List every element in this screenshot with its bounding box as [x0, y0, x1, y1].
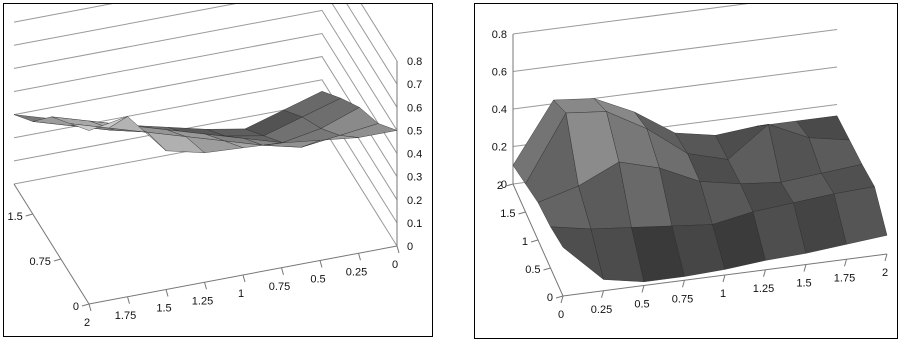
z-tick-label: 0.8: [492, 29, 507, 41]
y-tick: [555, 295, 564, 299]
x-tick: [844, 259, 847, 267]
gridline: [13, 4, 398, 108]
x-tick-label: 1.5: [156, 303, 171, 315]
x-tick: [722, 274, 726, 283]
y-tick-label: 1.5: [500, 208, 515, 220]
x-tick: [165, 289, 169, 297]
y-tick-label: 0: [73, 301, 79, 313]
y-tick-label: 1.5: [7, 211, 22, 223]
x-tick-label: 1.75: [115, 310, 136, 322]
y-tick: [53, 258, 62, 262]
x-tick-label: 0: [558, 309, 564, 321]
surface-facet: [70, 116, 128, 131]
x-tick: [682, 280, 685, 288]
z-tick-label: 0.7: [407, 79, 422, 91]
x-tick: [319, 260, 323, 268]
gridline: [13, 32, 398, 154]
x-tick: [601, 290, 604, 298]
x-tick: [396, 245, 400, 254]
y-tick: [25, 213, 33, 217]
y-tick-label: 0: [547, 292, 553, 304]
z-tick-label: 0.2: [492, 142, 507, 154]
z-tick-label: 0.4: [492, 104, 507, 116]
y-axis-line: [13, 183, 90, 305]
gridline: [360, 4, 398, 62]
z-tick-label: 0.6: [407, 102, 422, 114]
left-surface-plot: 0 0.1 0.2 0.3 0.4 0.5 0.6 0.7 0.8 2 1.75 1.5 1.25 1 0.…: [7, 4, 422, 329]
gridline: [13, 9, 398, 131]
y-tick: [505, 183, 514, 187]
surface-facet: [833, 186, 888, 245]
x-tick: [88, 303, 92, 312]
x-tick: [127, 296, 130, 304]
x-tick-label: 1: [238, 288, 244, 300]
x-tick: [641, 285, 645, 293]
x-tick: [884, 253, 888, 262]
y-tick: [543, 267, 551, 271]
z-tick-label: 0: [407, 241, 413, 253]
x-tick-label: 1.25: [753, 283, 774, 295]
gridline: [13, 4, 398, 85]
x-tick-label: 0: [392, 259, 398, 271]
x-tick-label: 0.75: [672, 293, 693, 305]
y-tick: [530, 239, 539, 243]
z-tick-label: 0.6: [492, 67, 507, 79]
y-tick-label: 2: [497, 180, 503, 192]
y-tick-label: 1: [522, 236, 528, 248]
x-tick-label: 0.25: [346, 266, 367, 278]
x-tick-label: 1.5: [796, 278, 811, 290]
x-tick: [560, 295, 564, 304]
right-surface-chart: 0 0.2 0.4 0.6 0.8 0 0.25 0.5 0.75 1 1.25 1.5 1.75 2 0 0…: [474, 3, 898, 339]
x-tick: [242, 274, 246, 283]
y-tick: [518, 211, 526, 215]
gridline: [512, 4, 749, 35]
z-tick-label: 0.4: [407, 149, 422, 161]
z-tick-label: 0.1: [407, 218, 422, 230]
x-tick-label: 0.75: [269, 281, 290, 293]
x-tick-label: 0.25: [591, 304, 612, 316]
right-surface-plot: 00.20.40.60.80 0.25 0.5 0.75 1 1.25 1.5 1.75 200…: [492, 4, 888, 321]
z-tick-label: 0.8: [407, 56, 422, 68]
gridline: [512, 29, 838, 72]
x-tick: [358, 253, 361, 261]
x-tick-label: 0.5: [634, 299, 649, 311]
y-tick-label: 0.75: [29, 256, 50, 268]
x-tick-label: 2: [882, 267, 888, 279]
z-tick-label: 0: [501, 179, 507, 191]
y-tick-label: 0.5: [525, 264, 540, 276]
x-tick: [281, 267, 284, 275]
x-tick: [763, 269, 766, 277]
x-tick: [803, 264, 807, 272]
z-tick-label: 0.5: [407, 125, 422, 137]
x-tick-label: 0.5: [310, 274, 325, 286]
z-tick-label: 0.2: [407, 195, 422, 207]
x-tick-label: 1.75: [834, 272, 855, 284]
x-tick-label: 1.25: [192, 295, 213, 307]
x-tick: [204, 282, 207, 290]
y-tick: [81, 303, 90, 307]
gridline: [13, 56, 398, 177]
z-tick-label: 0.3: [407, 172, 422, 184]
x-tick-label: 2: [84, 317, 90, 329]
x-tick-label: 1: [720, 288, 726, 300]
gridline: [13, 79, 398, 201]
left-surface-chart: 0 0.1 0.2 0.3 0.4 0.5 0.6 0.7 0.8 2 1.75 1.5 1.25 1 0.…: [3, 3, 433, 337]
